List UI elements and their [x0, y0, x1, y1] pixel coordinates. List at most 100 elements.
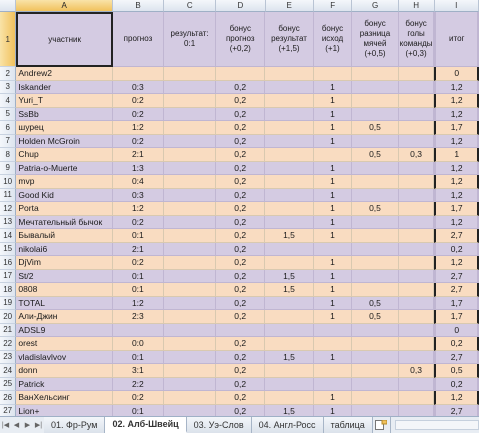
bonus-forecast-cell[interactable]: 0,2 — [216, 377, 266, 391]
column-header-f[interactable]: F — [313, 0, 353, 12]
header-cell-total[interactable]: итог — [434, 12, 479, 67]
result-cell[interactable] — [163, 296, 217, 310]
participant-cell[interactable]: ВанХельсинг — [16, 391, 113, 405]
bonus-goal-diff-cell[interactable] — [352, 161, 399, 175]
bonus-result-cell[interactable] — [265, 215, 314, 229]
bonus-outcome-cell[interactable]: 1 — [313, 175, 353, 189]
bonus-team-goals-cell[interactable]: 0,3 — [398, 364, 435, 378]
bonus-goal-diff-cell[interactable] — [352, 107, 399, 121]
bonus-team-goals-cell[interactable] — [398, 310, 435, 324]
result-cell[interactable] — [163, 391, 217, 405]
forecast-cell[interactable]: 0:1 — [112, 229, 164, 243]
bonus-result-cell[interactable] — [265, 161, 314, 175]
forecast-cell[interactable]: 0:2 — [112, 94, 164, 108]
bonus-forecast-cell[interactable]: 0,2 — [216, 229, 266, 243]
nav-last-icon[interactable]: ▶| — [34, 422, 43, 429]
total-cell[interactable]: 0,2 — [434, 377, 479, 391]
forecast-cell[interactable]: 2:3 — [112, 310, 164, 324]
total-cell[interactable]: 0 — [434, 323, 479, 337]
result-cell[interactable] — [163, 94, 217, 108]
result-cell[interactable] — [163, 121, 217, 135]
forecast-cell[interactable]: 0:0 — [112, 337, 164, 351]
scrollbar-track[interactable] — [394, 420, 479, 430]
total-cell[interactable]: 1,2 — [434, 391, 479, 405]
result-cell[interactable] — [163, 337, 217, 351]
bonus-outcome-cell[interactable]: 1 — [313, 94, 353, 108]
bonus-forecast-cell[interactable]: 0,2 — [216, 107, 266, 121]
bonus-outcome-cell[interactable]: 1 — [313, 134, 353, 148]
bonus-team-goals-cell[interactable] — [398, 391, 435, 405]
bonus-forecast-cell[interactable]: 0,2 — [216, 134, 266, 148]
result-cell[interactable] — [163, 67, 217, 81]
participant-cell[interactable]: Good Kid — [16, 188, 113, 202]
total-cell[interactable]: 0,2 — [434, 337, 479, 351]
bonus-result-cell[interactable] — [265, 323, 314, 337]
bonus-team-goals-cell[interactable] — [398, 229, 435, 243]
bonus-goal-diff-cell[interactable] — [352, 350, 399, 364]
bonus-forecast-cell[interactable]: 0,2 — [216, 256, 266, 270]
row-header[interactable]: 17 — [0, 269, 17, 283]
bonus-result-cell[interactable] — [265, 364, 314, 378]
result-cell[interactable] — [163, 134, 217, 148]
column-header-c[interactable]: C — [164, 0, 217, 12]
total-cell[interactable]: 1,2 — [434, 256, 479, 270]
participant-cell[interactable]: St/2 — [16, 269, 113, 283]
bonus-result-cell[interactable] — [265, 107, 314, 121]
column-header-i[interactable]: I — [434, 0, 479, 12]
bonus-outcome-cell[interactable]: 1 — [313, 121, 353, 135]
bonus-goal-diff-cell[interactable] — [352, 404, 399, 416]
bonus-outcome-cell[interactable] — [313, 337, 353, 351]
row-header[interactable]: 12 — [0, 202, 17, 216]
total-cell[interactable]: 0,2 — [434, 242, 479, 256]
participant-cell[interactable]: Iskander — [16, 80, 113, 94]
total-cell[interactable]: 1,2 — [434, 134, 479, 148]
bonus-forecast-cell[interactable]: 0,2 — [216, 337, 266, 351]
bonus-team-goals-cell[interactable] — [398, 94, 435, 108]
result-cell[interactable] — [163, 175, 217, 189]
total-cell[interactable]: 1,7 — [434, 202, 479, 216]
participant-cell[interactable]: nikolai6 — [16, 242, 113, 256]
participant-cell[interactable]: Holden McGroin — [16, 134, 113, 148]
total-cell[interactable]: 1,7 — [434, 310, 479, 324]
bonus-forecast-cell[interactable]: 0,2 — [216, 80, 266, 94]
row-header[interactable]: 6 — [0, 121, 17, 135]
participant-cell[interactable]: Patrick — [16, 377, 113, 391]
bonus-goal-diff-cell[interactable]: 0,5 — [352, 121, 399, 135]
bonus-team-goals-cell[interactable] — [398, 215, 435, 229]
participant-cell[interactable]: orest — [16, 337, 113, 351]
bonus-outcome-cell[interactable]: 1 — [313, 229, 353, 243]
forecast-cell[interactable]: 0:2 — [112, 134, 164, 148]
result-cell[interactable] — [163, 310, 217, 324]
result-cell[interactable] — [163, 107, 217, 121]
horizontal-scrollbar[interactable] — [391, 417, 479, 433]
forecast-cell[interactable]: 2:1 — [112, 242, 164, 256]
forecast-cell[interactable]: 2:2 — [112, 377, 164, 391]
bonus-goal-diff-cell[interactable] — [352, 377, 399, 391]
row-header[interactable]: 26 — [0, 391, 17, 405]
nav-prev-icon[interactable]: ◀ — [13, 422, 20, 429]
forecast-cell[interactable]: 0:1 — [112, 269, 164, 283]
bonus-team-goals-cell[interactable] — [398, 404, 435, 416]
bonus-goal-diff-cell[interactable] — [352, 188, 399, 202]
bonus-goal-diff-cell[interactable] — [352, 94, 399, 108]
result-cell[interactable] — [163, 188, 217, 202]
bonus-team-goals-cell[interactable] — [398, 67, 435, 81]
total-cell[interactable]: 2,7 — [434, 404, 479, 416]
sheet-tab[interactable]: 02. Алб-Швейц — [105, 417, 187, 433]
result-cell[interactable] — [163, 161, 217, 175]
forecast-cell[interactable] — [112, 323, 164, 337]
bonus-team-goals-cell[interactable] — [398, 121, 435, 135]
forecast-cell[interactable]: 0:1 — [112, 283, 164, 297]
row-header[interactable]: 18 — [0, 283, 17, 297]
bonus-result-cell[interactable] — [265, 202, 314, 216]
sheet-tab[interactable]: 01. Фр-Рум — [44, 417, 106, 433]
bonus-outcome-cell[interactable]: 1 — [313, 391, 353, 405]
result-cell[interactable] — [163, 377, 217, 391]
bonus-goal-diff-cell[interactable] — [352, 215, 399, 229]
bonus-outcome-cell[interactable]: 1 — [313, 256, 353, 270]
result-cell[interactable] — [163, 202, 217, 216]
bonus-team-goals-cell[interactable] — [398, 107, 435, 121]
new-sheet-icon[interactable] — [373, 417, 391, 433]
nav-first-icon[interactable]: |◀ — [1, 422, 10, 429]
bonus-outcome-cell[interactable]: 1 — [313, 350, 353, 364]
